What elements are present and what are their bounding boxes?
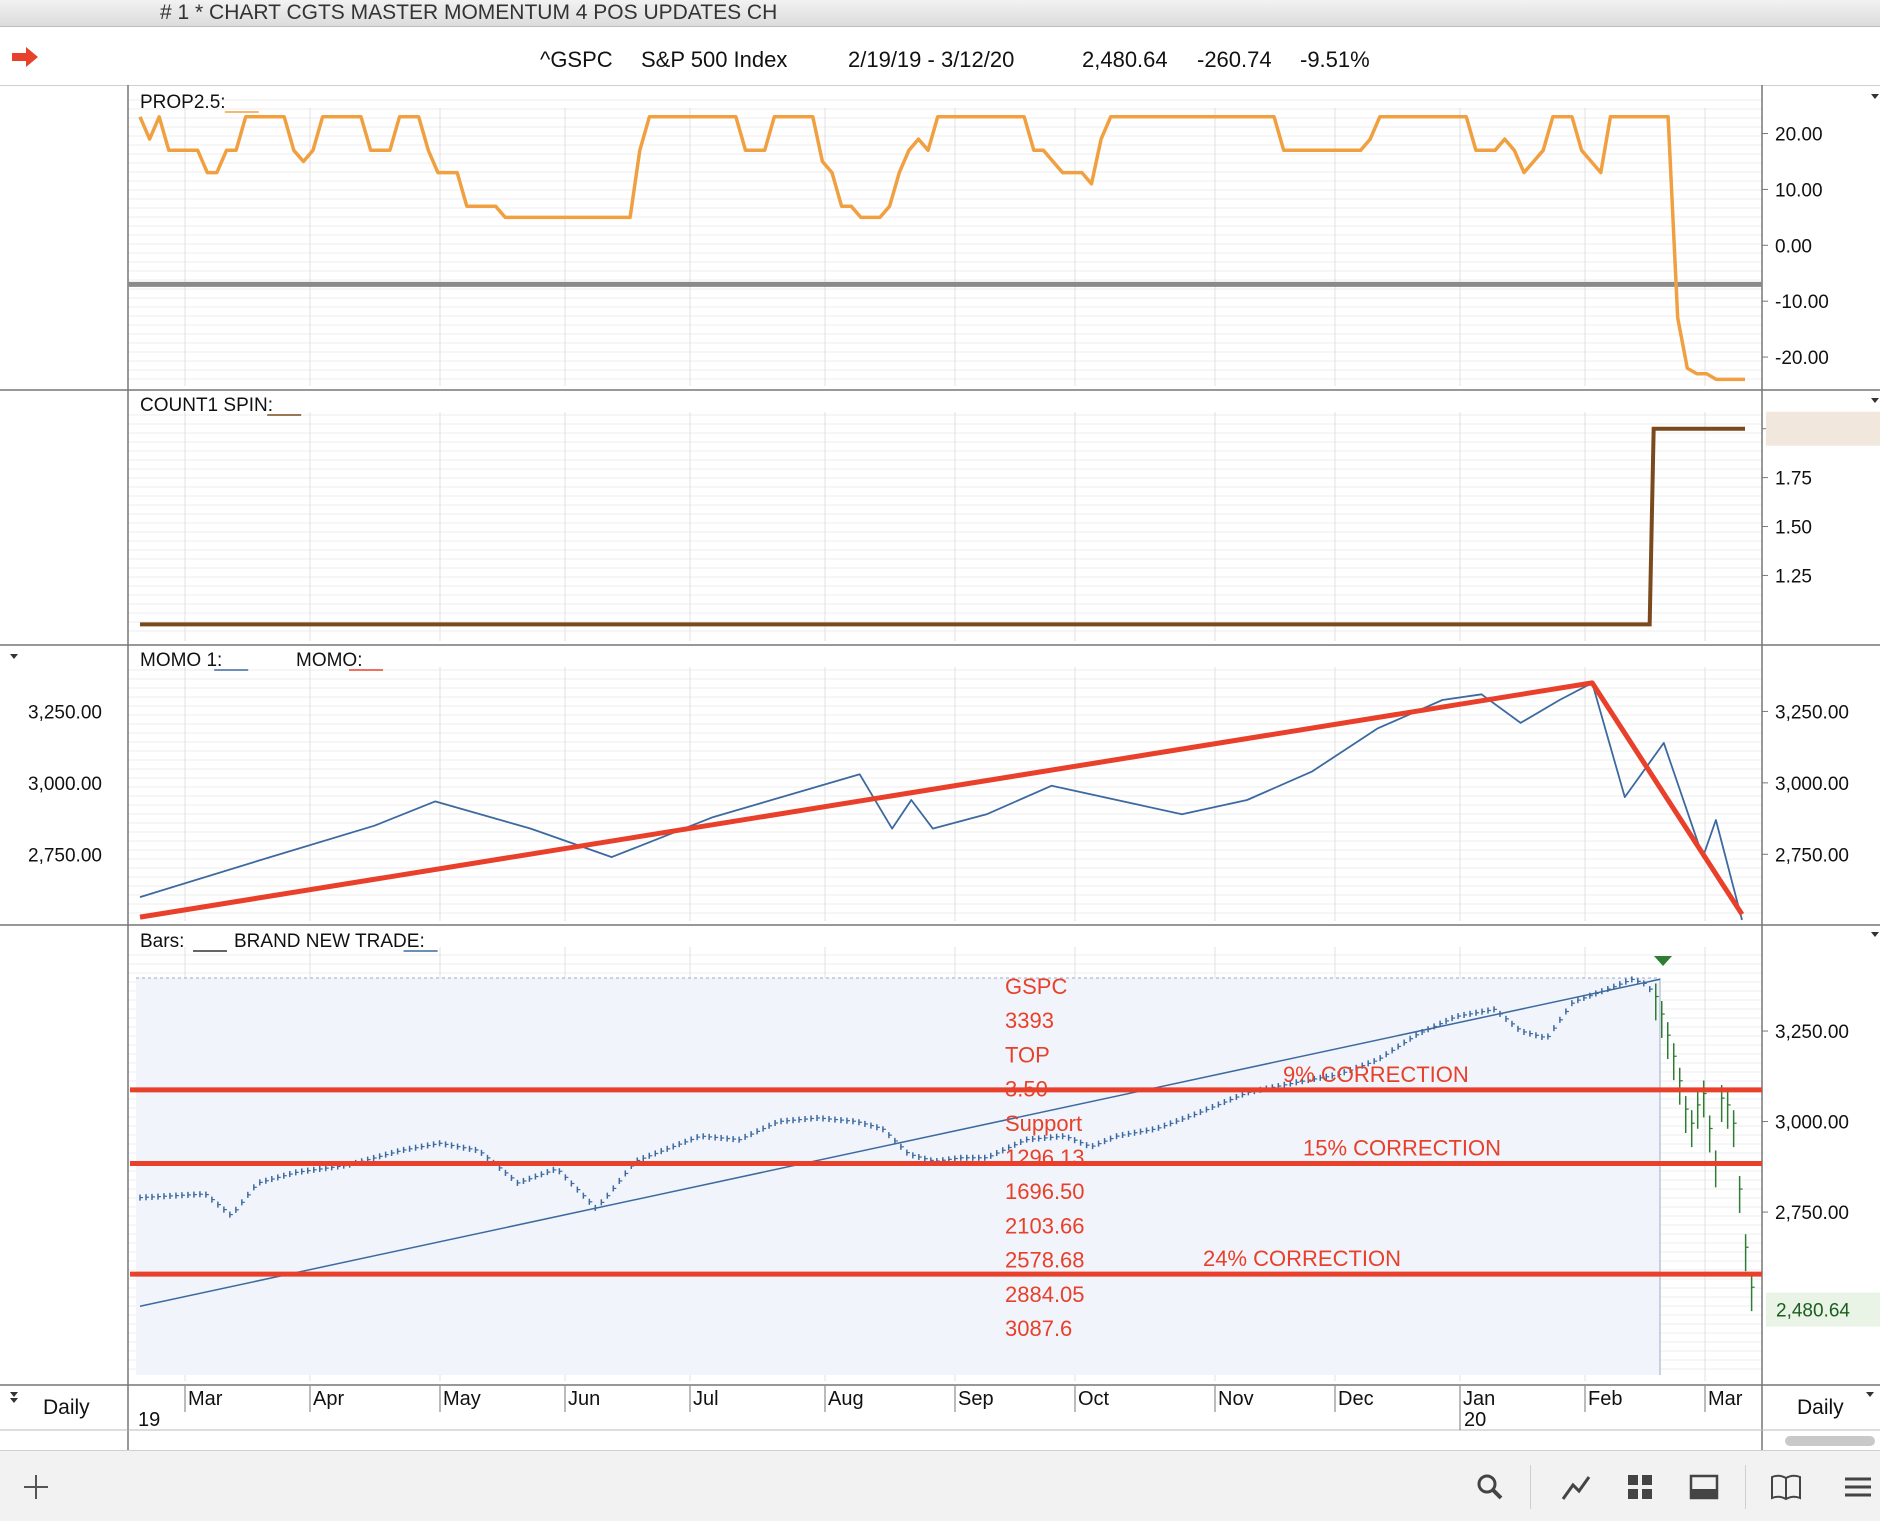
toolbar-separator — [1530, 1465, 1531, 1509]
window-titlebar: # 1 * CHART CGTS MASTER MOMENTUM 4 POS U… — [0, 0, 1880, 27]
ytick-right: 3,000.00 — [1775, 774, 1849, 795]
annotation-text: GSPC — [1005, 974, 1067, 999]
ytick-right: 2,750.00 — [1775, 1203, 1849, 1224]
ytick-right: 1.50 — [1775, 518, 1812, 539]
quote-symbol: ^GSPC — [540, 47, 613, 72]
period-dropdown-icon[interactable] — [1866, 1392, 1874, 1397]
chart-area[interactable]: 20.0010.000.00-10.00-20.002.001.751.501.… — [0, 85, 1880, 1450]
month-label: May — [443, 1388, 481, 1410]
collapse-arrow-icon[interactable] — [10, 654, 18, 659]
quote-change: -260.74 — [1197, 47, 1272, 72]
year-label: 20 — [1464, 1409, 1486, 1431]
momo1-series-line — [139, 682, 1743, 921]
time-axis: Mar Apr May Jun Jul Aug Sep Oct Nov Dec Jan Feb Mar 1… — [0, 1384, 1880, 1446]
top-marker-icon — [1654, 956, 1672, 966]
bottom-toolbar — [0, 1450, 1880, 1521]
trade-shade — [136, 978, 1660, 1375]
ytick-left: 3,000.00 — [28, 774, 102, 795]
search-icon[interactable] — [1472, 1469, 1508, 1505]
ytick-right: -10.00 — [1775, 292, 1829, 313]
month-label: Dec — [1338, 1388, 1374, 1410]
correction-label: 24% CORRECTION — [1203, 1246, 1401, 1271]
month-label: Jun — [568, 1388, 600, 1410]
period-right-label: Daily — [1797, 1396, 1844, 1419]
month-label: Sep — [958, 1388, 994, 1410]
quote-pct: -9.51% — [1300, 47, 1370, 72]
annotation-text: 1696.50 — [1005, 1179, 1085, 1204]
legend-momo1: MOMO 1: — [140, 650, 222, 671]
annotation-text: 1296.13 — [1005, 1145, 1085, 1170]
annotation-text: 3.50 — [1005, 1077, 1048, 1102]
month-label: Apr — [313, 1388, 344, 1410]
period-dropdown-icon[interactable] — [10, 1392, 18, 1397]
last-price-tag — [1766, 1292, 1880, 1327]
book-icon[interactable] — [1768, 1469, 1804, 1505]
legend-count: COUNT1 SPIN: — [140, 395, 273, 416]
annotation-text: 3393 — [1005, 1008, 1054, 1033]
period-left-label: Daily — [43, 1396, 90, 1419]
month-label: Aug — [828, 1388, 864, 1410]
ytick-right: 3,250.00 — [1775, 702, 1849, 723]
ytick-left: 2,750.00 — [28, 845, 102, 866]
collapse-arrow-icon[interactable] — [1871, 398, 1879, 403]
correction-label: 9% CORRECTION — [1283, 1062, 1469, 1087]
prop-series-line — [138, 115, 1745, 382]
ytick-right: 3,250.00 — [1775, 1022, 1849, 1043]
draw-line-icon[interactable] — [1558, 1469, 1594, 1505]
month-label: Mar — [188, 1388, 223, 1410]
trend-line — [139, 978, 1661, 1307]
ytick-right: 2,750.00 — [1775, 845, 1849, 866]
ytick-right: 1.25 — [1775, 566, 1812, 587]
last-value-tag — [1766, 411, 1880, 446]
panel-icon[interactable] — [1686, 1469, 1722, 1505]
count-series-line — [140, 426, 1745, 627]
month-label: Feb — [1588, 1388, 1622, 1410]
collapse-arrow-icon[interactable] — [1871, 94, 1879, 99]
month-label: Jan — [1463, 1388, 1495, 1410]
menu-icon[interactable] — [1840, 1469, 1876, 1505]
ytick-right: 10.00 — [1775, 180, 1823, 201]
grid-icon[interactable] — [1622, 1469, 1658, 1505]
last-price-label: 2,480.64 — [1776, 1301, 1850, 1322]
correction-label: 15% CORRECTION — [1303, 1136, 1501, 1161]
legend-bars: Bars: — [140, 931, 184, 952]
annotation-text: 2103.66 — [1005, 1213, 1085, 1238]
quote-name: S&P 500 Index — [641, 47, 788, 72]
annotation-text: TOP — [1005, 1042, 1050, 1067]
price-bars — [139, 976, 1755, 1312]
quote-range: 2/19/19 - 3/12/20 — [848, 47, 1015, 72]
annotation-text: 2578.68 — [1005, 1248, 1085, 1273]
ytick-right: 0.00 — [1775, 236, 1812, 257]
legend-prop: PROP2.5: — [140, 92, 226, 113]
scrollbar-thumb[interactable] — [1785, 1436, 1875, 1446]
toolbar-separator — [1745, 1465, 1746, 1509]
month-label: Mar — [1708, 1388, 1743, 1410]
collapse-arrow-icon[interactable] — [1871, 932, 1879, 937]
year-label: 19 — [138, 1409, 160, 1431]
ytick-left: 3,250.00 — [28, 702, 102, 723]
window-title: # 1 * CHART CGTS MASTER MOMENTUM 4 POS U… — [160, 1, 778, 24]
red-arrow-icon[interactable] — [10, 45, 40, 69]
collapse-arrow-icon[interactable] — [10, 1398, 18, 1403]
quote-bar: ^GSPC S&P 500 Index 2/19/19 - 3/12/20 2,… — [0, 27, 1880, 86]
ytick-right: 3,000.00 — [1775, 1113, 1849, 1134]
add-icon[interactable] — [18, 1469, 54, 1505]
annotation-text: 3087.6 — [1005, 1316, 1072, 1341]
month-label: Oct — [1078, 1388, 1110, 1410]
ytick-right: 20.00 — [1775, 125, 1823, 146]
quote-last: 2,480.64 — [1082, 47, 1168, 72]
legend-momo: MOMO: — [296, 650, 363, 671]
momo-series-line — [139, 680, 1745, 920]
annotation-text: 2884.05 — [1005, 1282, 1085, 1307]
legend-trade: BRAND NEW TRADE: — [234, 931, 425, 952]
annotation-text: Support — [1005, 1111, 1082, 1136]
ytick-right: -20.00 — [1775, 348, 1829, 369]
month-label: Jul — [693, 1388, 719, 1410]
month-label: Nov — [1218, 1388, 1254, 1410]
ytick-right: 1.75 — [1775, 469, 1812, 490]
